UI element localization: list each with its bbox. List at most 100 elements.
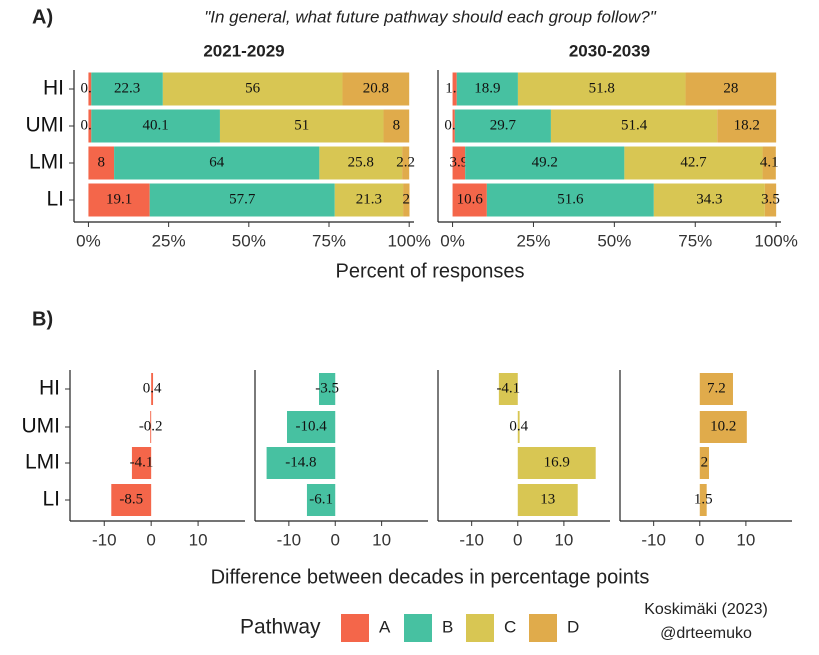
bar — [699, 373, 733, 405]
bar-segment — [452, 183, 487, 217]
x-tick-label: -10 — [459, 530, 484, 549]
data-label: 10.2 — [710, 418, 736, 434]
data-label: 0.4 — [509, 418, 528, 434]
x-tick-label: 0 — [331, 530, 340, 549]
data-label: 3.5 — [761, 191, 780, 207]
bar-segment — [149, 183, 335, 217]
data-label: 34.3 — [696, 191, 722, 207]
x-tick-label: -10 — [277, 530, 302, 549]
bar-segment — [653, 183, 765, 217]
bar-segment — [342, 72, 410, 106]
credit: Koskimäki (2023) — [644, 601, 768, 618]
legend-label: C — [504, 617, 516, 636]
data-label: 64 — [209, 154, 225, 170]
x-tick-label: 50% — [232, 231, 266, 250]
bar — [151, 373, 154, 405]
bar-segment — [88, 146, 115, 180]
data-label: 49.2 — [532, 154, 558, 170]
data-label: 21.3 — [356, 191, 382, 207]
data-label: 51.6 — [557, 191, 584, 207]
bar-segment — [624, 146, 763, 180]
x-tick-label: 10 — [372, 530, 391, 549]
y-tick-label: HI — [39, 377, 60, 400]
bar-segment — [764, 183, 777, 217]
bar — [287, 411, 336, 443]
data-label: 2 — [701, 454, 709, 470]
x-tick-label: 75% — [312, 231, 346, 250]
x-axis-label: Difference between decades in percentage… — [211, 566, 650, 588]
data-label: 16.9 — [544, 454, 570, 470]
bar-segment — [383, 109, 410, 143]
data-label: 51 — [294, 117, 309, 133]
y-tick-label: LMI — [25, 451, 60, 474]
bar-segment — [88, 72, 92, 106]
bar — [517, 484, 578, 516]
x-tick-label: 50% — [597, 231, 631, 250]
bar — [699, 484, 707, 516]
credit: @drteemuko — [660, 625, 752, 642]
bar — [111, 484, 152, 516]
bar — [131, 447, 152, 479]
bar-segment — [219, 109, 384, 143]
bar-segment — [486, 183, 654, 217]
x-tick-label: 0% — [440, 231, 465, 250]
data-label: -0.2 — [139, 418, 163, 434]
bar-segment — [452, 109, 455, 143]
data-label: -6.1 — [309, 491, 333, 507]
data-label: -3.5 — [315, 380, 339, 396]
data-label: 18.9 — [474, 80, 500, 96]
data-label: 42.7 — [680, 154, 707, 170]
bar — [498, 373, 518, 405]
x-tick-label: 0 — [146, 530, 155, 549]
legend-key — [466, 614, 494, 642]
bar-segment — [91, 109, 220, 143]
legend-label: A — [379, 617, 391, 636]
data-label: 22.3 — [114, 80, 140, 96]
bar-segment — [456, 72, 518, 106]
bar — [517, 447, 596, 479]
data-label: 51.8 — [589, 80, 615, 96]
data-label: 8 — [393, 117, 401, 133]
data-label: 7.2 — [707, 380, 726, 396]
data-label: 28 — [723, 80, 738, 96]
data-label: 19.1 — [106, 191, 132, 207]
data-label: 10.6 — [457, 191, 484, 207]
bar-segment — [685, 72, 777, 106]
data-label: 3.9 — [449, 154, 468, 170]
legend-key — [404, 614, 432, 642]
x-tick-label: 25% — [516, 231, 550, 250]
bar — [319, 373, 336, 405]
bar-segment — [334, 183, 404, 217]
bar — [517, 411, 520, 443]
data-label: 18.2 — [734, 117, 760, 133]
y-tick-label: LI — [42, 488, 60, 511]
legend-key — [529, 614, 557, 642]
bar-segment — [319, 146, 403, 180]
bar-segment — [517, 72, 686, 106]
bar-segment — [452, 72, 457, 106]
x-tick-label: 75% — [678, 231, 712, 250]
bar — [150, 411, 152, 443]
y-tick-label: LI — [46, 188, 64, 211]
bar — [699, 447, 709, 479]
data-label: 13 — [540, 491, 555, 507]
data-label: 8 — [98, 154, 106, 170]
data-label: 2.2 — [396, 154, 415, 170]
data-label: 40.1 — [143, 117, 169, 133]
data-label: 25.8 — [348, 154, 374, 170]
x-tick-label: 0 — [695, 530, 704, 549]
x-tick-label: 10 — [189, 530, 208, 549]
x-axis-label: Percent of responses — [336, 260, 525, 282]
data-label: 4.1 — [760, 154, 779, 170]
data-label: 51.4 — [621, 117, 648, 133]
y-tick-label: HI — [43, 77, 64, 100]
x-tick-label: 100% — [754, 231, 797, 250]
bar — [306, 484, 336, 516]
data-label: -8.5 — [119, 491, 143, 507]
x-tick-label: 100% — [387, 231, 430, 250]
legend-key — [341, 614, 369, 642]
bar-segment — [717, 109, 777, 143]
bar-segment — [465, 146, 625, 180]
bar-segment — [162, 72, 343, 106]
